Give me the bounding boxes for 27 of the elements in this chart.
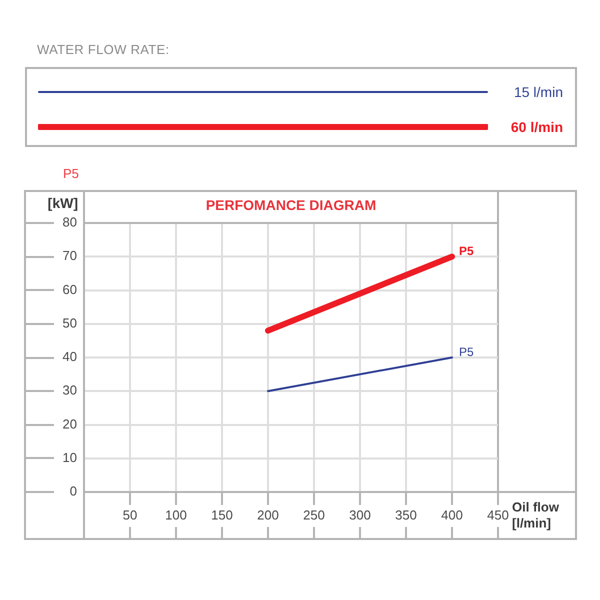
x-tick-label: 400	[441, 507, 463, 522]
y-tick-label: 0	[70, 484, 77, 499]
x-tick-label: 250	[303, 507, 325, 522]
chart-title: PERFOMANCE DIAGRAM	[206, 196, 376, 213]
y-tick-label: 20	[62, 416, 77, 432]
y-tick-label: 10	[62, 450, 77, 465]
x-tick-label: 150	[211, 507, 233, 522]
y-axis-title: [kW]	[48, 194, 78, 211]
x-tick-label: 450	[487, 507, 509, 522]
y-tick-label: 60	[62, 282, 77, 297]
x-axis-title: Oil flow [l/min]	[512, 500, 560, 531]
annotation: P5	[459, 344, 474, 359]
text: 15 l/min	[514, 84, 563, 100]
legend-title: WATER FLOW RATE:	[37, 42, 170, 57]
x-tick-label: 200	[257, 507, 279, 522]
y-tick-label: 70	[62, 248, 77, 264]
y-tick-label: 80	[62, 214, 77, 230]
x-tick-label: 50	[122, 507, 138, 522]
y-tick-label: 40	[62, 349, 77, 364]
y-tick-label: 30	[62, 382, 77, 398]
y-tick-label: 50	[62, 315, 77, 330]
x-tick-label: 100	[165, 507, 187, 522]
x-tick-label: 300	[349, 507, 371, 522]
text: 60 l/min	[510, 119, 563, 135]
chart-subtitle: P5	[63, 166, 79, 181]
annotation: P5	[459, 244, 474, 258]
x-tick-label: 350	[395, 507, 417, 522]
